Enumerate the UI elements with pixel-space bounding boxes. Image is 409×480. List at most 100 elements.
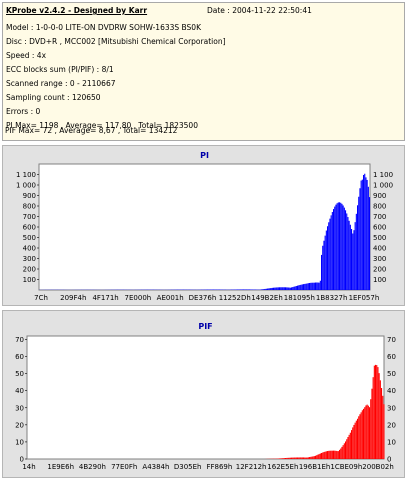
bar [301, 457, 303, 459]
bar [285, 458, 287, 459]
bar [298, 457, 300, 459]
app-title: KProbe v2.4.2 - Designed by Karr [6, 6, 148, 15]
bar [240, 289, 242, 290]
bar [292, 457, 294, 459]
bar [337, 202, 339, 290]
bar [333, 450, 335, 459]
bar [305, 457, 307, 459]
bar [324, 451, 326, 459]
bar [300, 457, 302, 459]
bar [365, 177, 367, 290]
y-tick-label-right: 70 [387, 336, 396, 344]
x-tick-label: 162E5Eh [267, 463, 298, 471]
bar [281, 458, 283, 459]
bar [307, 457, 309, 459]
bar [327, 451, 329, 459]
info-pif-stats: PIF Max= 72 , Average= 8,67 , Total= 134… [5, 126, 178, 135]
y-tick-label-right: 200 [373, 266, 386, 274]
bar [327, 226, 329, 290]
bar [249, 289, 251, 290]
bar [333, 209, 335, 290]
bar [331, 212, 333, 290]
bar [359, 414, 361, 459]
info-model: Model : 1-0-0-0 LITE-ON DVDRW SOHW-1633S… [6, 23, 201, 32]
x-tick-label: 12F212h [236, 463, 267, 471]
y-tick-label-left: 30 [15, 404, 24, 412]
bar [378, 373, 380, 459]
bar [279, 287, 281, 290]
y-tick-label-right: 60 [387, 353, 396, 361]
bar [289, 287, 291, 290]
bar [310, 282, 312, 290]
bar [273, 287, 275, 290]
bar [322, 452, 324, 459]
y-tick-label-right: 1 000 [373, 182, 393, 190]
bar [371, 388, 373, 459]
info-scanned-range: Scanned range : 0 - 2110667 [6, 79, 116, 88]
info-panel: KProbe v2.4.2 - Designed by Karr Date : … [2, 2, 405, 141]
bar [361, 410, 363, 459]
x-tick-label: A4384h [142, 463, 169, 471]
bar [347, 217, 349, 290]
pif-chart: PIF 0 0 10 10 20 20 30 30 40 40 50 50 60 60 70 70 14h 1E9E… [15, 322, 396, 471]
bar [345, 441, 347, 459]
bar [245, 289, 247, 290]
bar [288, 287, 290, 290]
bar [276, 287, 278, 290]
x-tick-label: D305Eh [174, 463, 202, 471]
bar [375, 364, 377, 459]
bar [263, 289, 265, 290]
bar [286, 287, 288, 290]
y-tick-label-left: 800 [23, 203, 36, 211]
x-tick-label: FF869h [206, 463, 232, 471]
bar [280, 287, 282, 290]
y-tick-label-right: 900 [373, 192, 386, 200]
y-tick-label-left: 40 [15, 387, 24, 395]
bar [291, 287, 293, 290]
y-tick-label-right: 600 [373, 224, 386, 232]
y-tick-label-left: 300 [23, 255, 36, 263]
bar [243, 289, 245, 290]
chart-title: PIF [198, 322, 212, 331]
bar [360, 412, 362, 459]
x-tick-label: 181095h [284, 294, 315, 302]
bar [267, 288, 269, 290]
bar [312, 282, 314, 290]
chart-title: PI [200, 151, 209, 160]
bar [270, 288, 272, 290]
y-tick-label-left: 1 000 [16, 182, 36, 190]
bar [340, 202, 342, 290]
bar [346, 439, 348, 459]
bar [325, 451, 327, 459]
bar [369, 407, 371, 459]
bar [341, 446, 343, 459]
y-tick-label-right: 100 [373, 276, 386, 284]
bar [246, 289, 248, 290]
bar [339, 449, 341, 459]
bar [304, 283, 306, 290]
bar [343, 207, 345, 290]
bar [364, 407, 366, 459]
y-tick-label-left: 500 [23, 234, 36, 242]
pi-chart-panel: PI 100 100 200 200 300 300 400 400 500 500 600 600 70… [2, 145, 405, 306]
bar [279, 458, 281, 459]
bar [334, 206, 336, 290]
bar [335, 450, 337, 459]
bar [312, 456, 314, 459]
bar [352, 233, 354, 290]
bar [343, 443, 345, 459]
bar [351, 430, 353, 459]
bar [318, 282, 320, 290]
y-tick-label-left: 200 [23, 266, 36, 274]
x-tick-label: 1EF057h [349, 294, 380, 302]
bar [293, 286, 295, 290]
y-tick-label-left: 700 [23, 213, 36, 221]
x-tick-label: 4B290h [79, 463, 106, 471]
info-speed: Speed : 4x [6, 51, 47, 60]
bar [261, 289, 263, 290]
bar [358, 196, 360, 290]
bar [325, 230, 327, 290]
x-tick-label: 200B02h [362, 463, 394, 471]
bar [316, 282, 318, 290]
bar [323, 240, 325, 290]
